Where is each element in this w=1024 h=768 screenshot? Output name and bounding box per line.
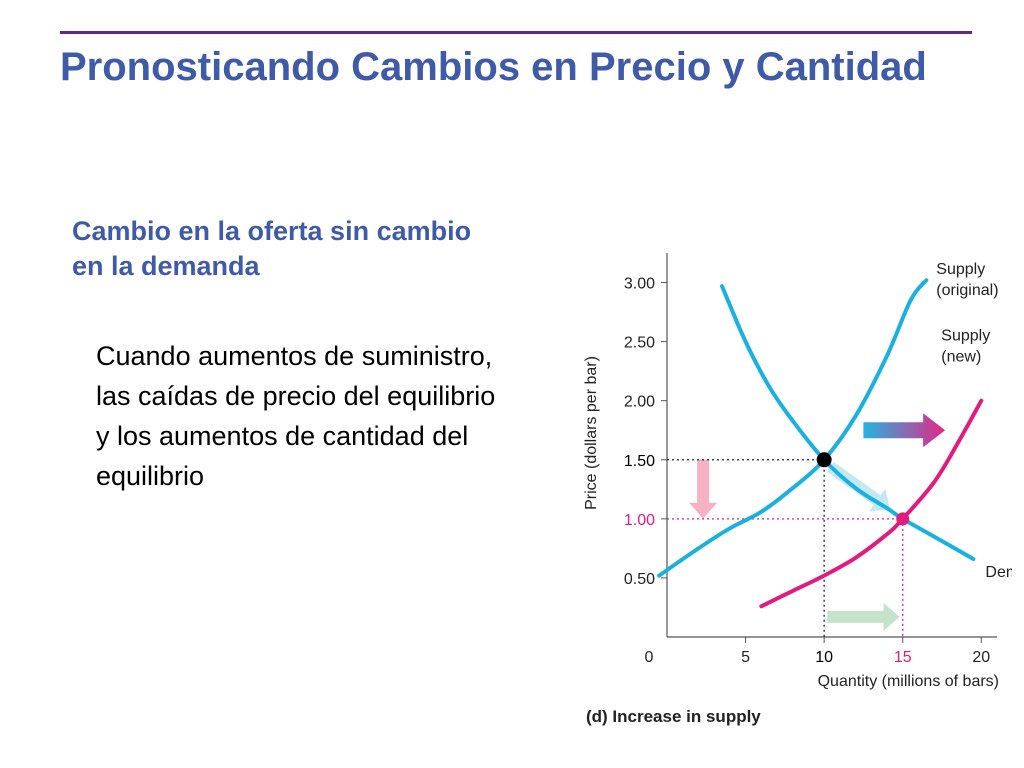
y-axis-title: Price (dollars per bar) bbox=[583, 356, 600, 510]
label-supply-new: Supply (new) bbox=[941, 328, 990, 366]
label-line: Demand bbox=[985, 564, 1012, 581]
chart-caption: (d) Increase in supply bbox=[586, 707, 761, 726]
y-tick-label: 1.00 bbox=[624, 512, 655, 529]
label-supply-original: Supply (original) bbox=[936, 261, 998, 299]
equilibrium-point-2 bbox=[896, 512, 910, 526]
equilibrium-point-1 bbox=[816, 452, 832, 468]
title-rule bbox=[60, 31, 972, 34]
x-tick-label: 15 bbox=[894, 649, 912, 666]
chart-svg: 0.50 1.00 1.50 2.00 2.50 3.00 0 5 10 15 20 Quantity… bbox=[583, 253, 1024, 726]
y-tick-label: 3.00 bbox=[624, 276, 655, 293]
slide-body-text: Cuando aumentos de suministro, las caída… bbox=[96, 341, 496, 491]
curve-supply-original bbox=[657, 278, 929, 578]
x-tick-label: 20 bbox=[972, 649, 990, 666]
x-axis-title: Quantity (millions of bars) bbox=[818, 673, 999, 690]
x-tick-label: 5 bbox=[741, 649, 750, 666]
quantity-rise-arrow bbox=[827, 602, 900, 631]
y-tick-label: 2.00 bbox=[624, 394, 655, 411]
slide-subtitle: Cambio en la oferta sin cambio en la dem… bbox=[72, 216, 472, 281]
supply-shift-arrow bbox=[863, 413, 946, 448]
label-line: Supply bbox=[936, 261, 985, 278]
y-tick-label: 2.50 bbox=[624, 335, 655, 352]
price-fall-arrow bbox=[689, 459, 718, 519]
label-line: (new) bbox=[941, 349, 981, 366]
y-tick-label: 1.50 bbox=[624, 453, 655, 470]
label-line: (original) bbox=[936, 282, 998, 299]
label-line: Supply bbox=[941, 328, 990, 345]
x-tick-label: 10 bbox=[815, 649, 833, 666]
curve-demand bbox=[720, 284, 976, 561]
curve-supply-new bbox=[759, 398, 984, 609]
supply-demand-chart: 0.50 1.00 1.50 2.00 2.50 3.00 0 5 10 15 20 Quantity… bbox=[572, 240, 1024, 730]
y-tick-label: 0.50 bbox=[624, 571, 655, 588]
x-tick-label: 0 bbox=[645, 649, 654, 666]
slide-title: Pronosticando Cambios en Precio y Cantid… bbox=[60, 45, 927, 89]
label-demand: Demand bbox=[985, 564, 1012, 581]
